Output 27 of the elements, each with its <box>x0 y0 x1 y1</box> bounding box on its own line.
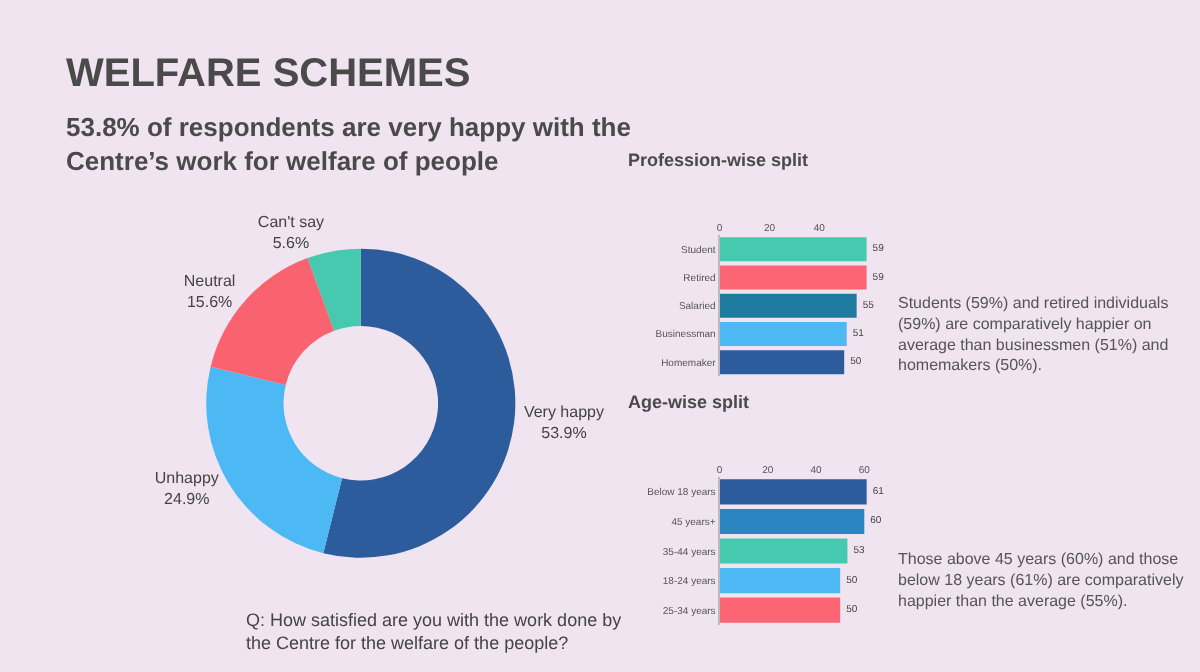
slice-label: Neutral <box>183 272 236 291</box>
bar <box>719 293 857 318</box>
slice-label: Very happy <box>523 402 604 421</box>
text: Those above 45 years (60%) and those below 18 years (61%) are comparatively happier than the average (55%). <box>898 550 1184 610</box>
data-label: 53.9% <box>541 423 587 442</box>
slice-label: Can't say <box>257 212 325 231</box>
chart-title: WELFARE SCHEMES <box>66 52 471 96</box>
bar <box>719 508 865 535</box>
text: Students (59%) and retired individuals (59%) are comparatively happier on average than businessmen (51%) and homemakers (50%). <box>898 294 1169 375</box>
bar <box>719 237 867 262</box>
chart-title: Profession-wise split <box>628 150 809 170</box>
donut-slice <box>323 248 516 558</box>
bar <box>719 265 867 290</box>
chart-title: Age-wise split <box>628 392 750 412</box>
data-label: 24.9% <box>164 489 210 508</box>
bar <box>719 538 848 564</box>
data-label: 5.6% <box>272 233 310 252</box>
text: Q: How satisfied are you with the work done by the Centre for the welfare of the people? <box>246 610 623 654</box>
bar <box>719 597 841 623</box>
data-label: 15.6% <box>186 293 233 312</box>
slice-label: Unhappy <box>154 468 219 487</box>
donut-slice <box>307 248 361 331</box>
chart-subtitle: 53.8% of respondents are very happy with the Centre’s work for welfare of people <box>66 112 631 176</box>
bar <box>719 568 841 594</box>
bar <box>719 321 847 346</box>
bar <box>719 350 845 375</box>
bar <box>719 479 867 505</box>
